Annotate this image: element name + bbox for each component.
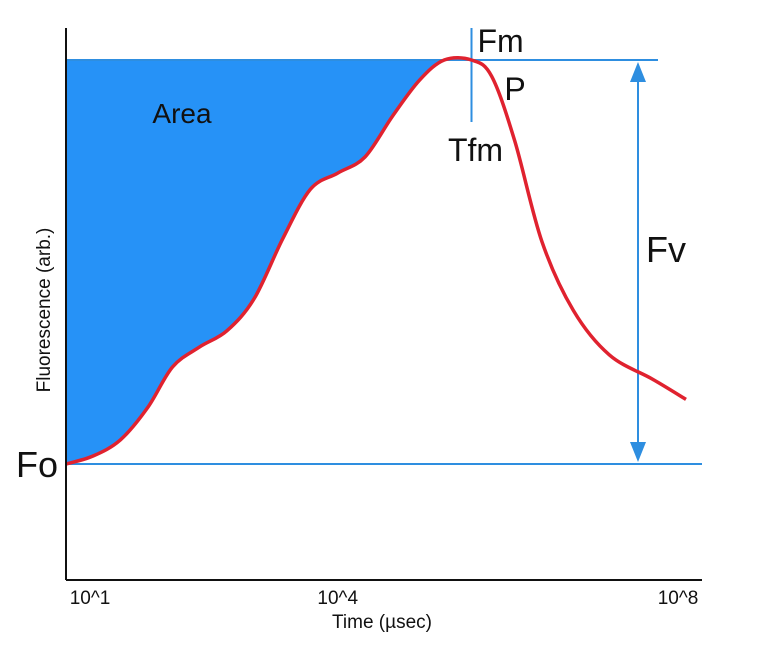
x-tick-label: 10^8 [658, 588, 699, 609]
y-axis-label: Fluorescence (arb.) [34, 228, 55, 393]
fv-arrowhead-top [630, 62, 646, 82]
fm-label: Fm [477, 23, 523, 59]
fo-label: Fo [16, 444, 58, 485]
x-tick-label: 10^1 [70, 588, 111, 609]
fv-arrowhead-bottom [630, 442, 646, 462]
tfm-label: Tfm [448, 132, 503, 168]
x-axis-label: Time (µsec) [332, 612, 432, 633]
p-label: P [504, 71, 525, 107]
area-label: Area [152, 98, 212, 129]
x-tick-labels: 10^1 10^4 10^8 [70, 588, 699, 609]
fluorescence-curve [65, 55, 687, 466]
x-tick-label: 10^4 [317, 588, 358, 609]
area-shaded-region [66, 58, 472, 464]
fv-label: Fv [646, 229, 686, 270]
